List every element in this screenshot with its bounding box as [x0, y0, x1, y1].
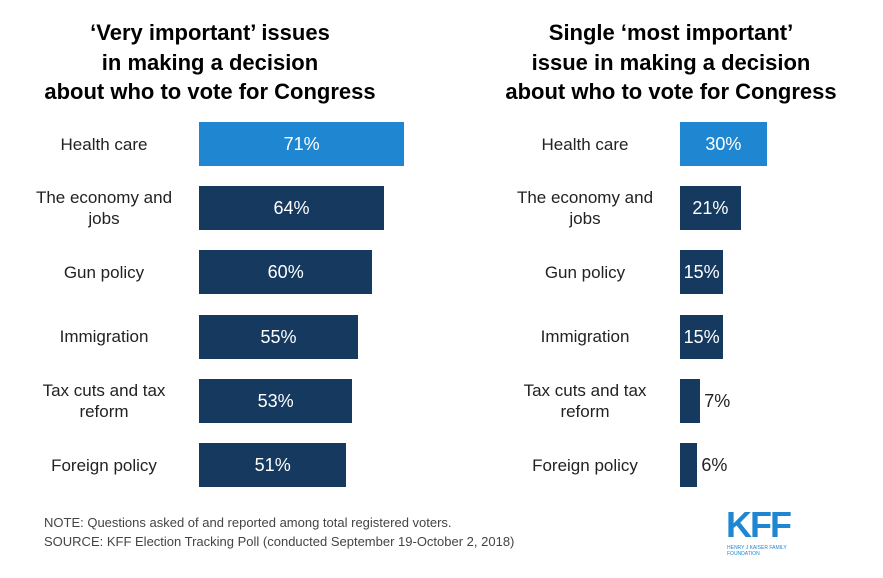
bar: [199, 250, 373, 295]
bar: [680, 314, 724, 359]
value-label: 60%: [267, 262, 304, 283]
bar: [199, 314, 358, 359]
category-label: Gun policy: [63, 262, 145, 282]
value-label: 15%: [683, 262, 720, 283]
category-label: Health care: [541, 134, 629, 154]
bar: [199, 122, 405, 166]
chart-title: ‘Very important’ issues in making a deci…: [44, 20, 376, 104]
category-label: Immigration: [59, 327, 149, 347]
logo: KFF: [726, 504, 792, 545]
bar: [680, 443, 698, 487]
bar: [199, 378, 353, 423]
value-label: 71%: [283, 134, 320, 154]
value-label: 7%: [704, 390, 731, 411]
category-label: The economy and jobs: [516, 188, 654, 229]
chart-title: Single ‘most important’ issue in making …: [505, 20, 837, 104]
source: SOURCE: KFF Election Tracking Poll (cond…: [44, 534, 515, 549]
value-label: 64%: [273, 198, 310, 219]
bar: [680, 250, 724, 295]
value-label: 51%: [254, 455, 291, 475]
category-label: Tax cuts and tax reform: [523, 380, 647, 421]
value-label: 6%: [701, 455, 728, 475]
bar: [680, 378, 701, 423]
value-label: 21%: [692, 198, 729, 219]
bar: [199, 186, 384, 231]
category-label: Foreign policy: [51, 455, 157, 475]
logo-subtitle: HENRY J KAISER FAMILY FOUNDATION: [727, 545, 787, 557]
category-label: Tax cuts and tax reform: [42, 380, 166, 421]
value-label: 55%: [260, 326, 297, 347]
category-label: Health care: [60, 134, 148, 154]
category-label: Foreign policy: [532, 455, 638, 475]
value-label: 53%: [257, 390, 294, 411]
value-label: 30%: [705, 134, 742, 154]
category-label: Immigration: [540, 327, 630, 347]
bar: [680, 186, 741, 231]
value-label: 15%: [683, 326, 720, 347]
category-label: The economy and jobs: [35, 188, 173, 229]
bar: [680, 122, 767, 166]
note: NOTE: Questions asked of and reported am…: [44, 515, 452, 530]
category-label: Gun policy: [544, 262, 626, 282]
bar: [199, 443, 347, 487]
